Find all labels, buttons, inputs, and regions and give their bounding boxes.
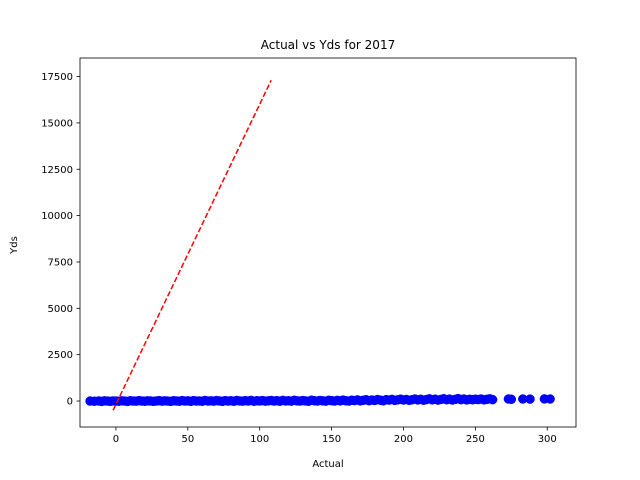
- x-tick-label: 150: [322, 434, 341, 445]
- scatter-point: [525, 394, 535, 404]
- y-tick-label: 10000: [41, 211, 73, 222]
- y-tick-label: 17500: [41, 72, 73, 83]
- y-tick-label: 0: [67, 397, 73, 408]
- scatter-point: [506, 394, 517, 405]
- y-tick-label: 7500: [48, 257, 73, 268]
- y-tick-label: 15000: [41, 118, 73, 129]
- y-tick-label: 2500: [48, 350, 73, 361]
- fit-line: [112, 79, 272, 411]
- x-tick-label: 50: [181, 434, 194, 445]
- x-tick-label: 100: [250, 434, 269, 445]
- x-tick-label: 200: [394, 434, 413, 445]
- y-axis-label: Yds: [9, 236, 20, 255]
- x-tick-label: 300: [538, 434, 557, 445]
- data-marks: [85, 79, 555, 411]
- y-tick-label: 12500: [41, 165, 73, 176]
- axes: 0 50 100 150 200 250 300 0 2500 5000 7500 10000 1250…: [41, 57, 577, 445]
- chart-title: Actual vs Yds for 2017: [261, 38, 395, 52]
- y-tick-label: 5000: [48, 304, 73, 315]
- x-axis-label: Actual: [312, 459, 343, 470]
- x-tick-label: 0: [113, 434, 119, 445]
- scatter-point: [545, 394, 555, 404]
- plot-frame: [79, 57, 577, 428]
- x-tick-label: 250: [466, 434, 485, 445]
- scatter-point: [487, 394, 498, 405]
